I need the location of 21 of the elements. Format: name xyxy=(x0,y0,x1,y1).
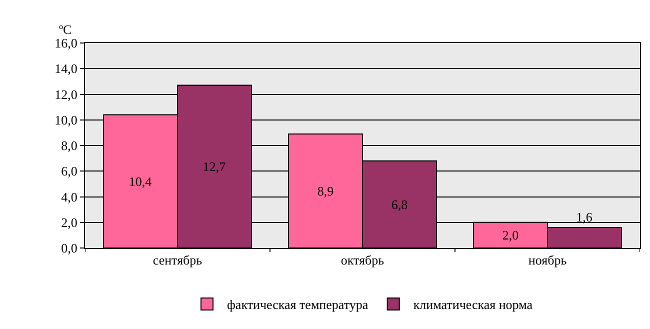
legend-label: фактическая температура xyxy=(227,297,368,312)
y-tick-label: 10,0 xyxy=(54,112,78,128)
data-label: 10,4 xyxy=(128,174,152,189)
x-tick-label: сентябрь xyxy=(152,252,202,268)
data-label: 2,0 xyxy=(502,228,519,243)
y-tick-label: 8,0 xyxy=(61,138,78,154)
legend-label: климатическая норма xyxy=(413,297,533,312)
y-tick-label: 6,0 xyxy=(61,164,78,179)
y-tick-label: 12,0 xyxy=(54,86,78,102)
data-label: 1,6 xyxy=(576,210,593,224)
x-tick-label: октябрь xyxy=(340,252,384,268)
data-label: 6,8 xyxy=(391,196,408,212)
y-tick-label: 14,0 xyxy=(54,61,78,76)
y-axis-title: ºC xyxy=(59,22,72,37)
y-tick-label: 2,0 xyxy=(61,214,78,230)
data-label: 12,7 xyxy=(202,159,226,174)
y-tick-label: 0,0 xyxy=(61,240,78,256)
y-tick-label: 16,0 xyxy=(54,36,78,51)
x-tick-label: ноябрь xyxy=(528,252,567,268)
y-tick-label: 4,0 xyxy=(61,189,78,204)
data-label: 8,9 xyxy=(317,183,334,198)
